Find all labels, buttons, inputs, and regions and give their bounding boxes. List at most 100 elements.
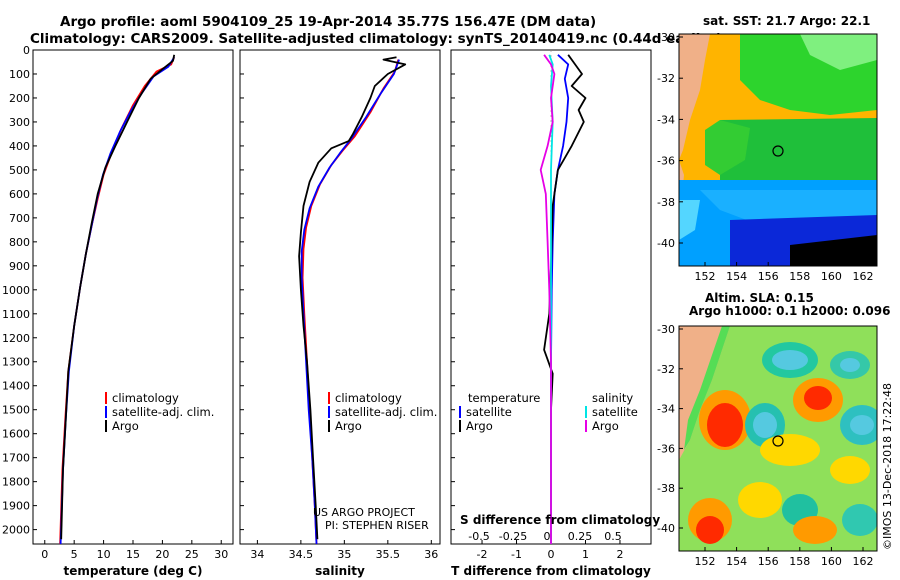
figure-title-line1: Argo profile: aoml 5904109_25 19-Apr-201… — [60, 14, 596, 30]
legend-argo-label: Argo — [112, 419, 139, 433]
sla-map-title1: Altim. SLA: 0.15 — [705, 291, 814, 305]
legend-salinity-heading: salinity — [592, 391, 633, 405]
series-salinity-argo — [539, 54, 556, 544]
map-x-tick-label: 158 — [789, 555, 810, 568]
legend-climatology-label: climatology — [112, 391, 179, 405]
y-tick-label: 2000 — [2, 524, 30, 537]
x-tick-label: 1 — [582, 548, 589, 561]
difference-xlabel: T difference from climatology — [451, 564, 651, 578]
s-tick-label: 0 — [544, 530, 551, 543]
legend-climatology-swatch — [328, 392, 330, 404]
y-tick-label: 900 — [9, 260, 30, 273]
legend-temperature-heading: temperature — [468, 391, 540, 405]
y-tick-label: 700 — [9, 212, 30, 225]
x-tick-label: 15 — [126, 548, 140, 561]
sla-map-axes: 152 154 156 158 160 162 -30 -32 -34 -36 -38 -40 — [657, 323, 873, 568]
x-tick-label: 30 — [214, 548, 228, 561]
y-tick-label: 200 — [9, 92, 30, 105]
x-tick-label: 10 — [97, 548, 111, 561]
map-x-tick-label: 156 — [758, 270, 779, 283]
y-tick-label: 300 — [9, 116, 30, 129]
y-tick-label: 800 — [9, 236, 30, 249]
series-climatology — [301, 59, 400, 545]
s-difference-label: S difference from climatology — [460, 513, 660, 527]
map-x-tick-label: 162 — [853, 555, 874, 568]
map-y-tick-label: -36 — [657, 442, 675, 455]
map-x-tick-label: 152 — [695, 270, 716, 283]
x-tick-label: 0 — [548, 548, 555, 561]
map-y-tick-label: -38 — [657, 482, 675, 495]
series-temperature-argo — [543, 54, 587, 544]
y-tick-label: 400 — [9, 140, 30, 153]
x-tick-label: 25 — [185, 548, 199, 561]
y-tick-label: 1000 — [2, 284, 30, 297]
map-y-tick-label: -40 — [657, 237, 675, 250]
map-y-tick-label: -32 — [657, 72, 675, 85]
legend-satellite-label: satellite-adj. clim. — [335, 405, 437, 419]
imos-credit: ©IMOS 13-Dec-2018 17:22:48 — [881, 383, 894, 550]
legend-temp-satellite-swatch — [459, 406, 461, 418]
x-tick-label: 20 — [155, 548, 169, 561]
series-argo — [60, 54, 176, 540]
map-x-tick-label: 160 — [821, 270, 842, 283]
salinity-panel: 34 34.5 35 35.5 36 salinity — [239, 49, 441, 578]
y-tick-label: 1600 — [2, 428, 30, 441]
legend-sal-argo-label: Argo — [592, 419, 619, 433]
float-location-marker — [772, 435, 784, 447]
sst-map — [678, 33, 878, 267]
y-tick-label: 1700 — [2, 452, 30, 465]
temperature-panel: 0100200300400500600700800900100011001200… — [2, 44, 234, 578]
x-tick-label: -2 — [477, 548, 488, 561]
difference-panel: -2 -1 0 1 2 T difference from climatology — [450, 49, 652, 578]
sla-map-title2: Argo h1000: 0.1 h2000: 0.096 — [689, 304, 890, 318]
map-y-tick-label: -30 — [657, 31, 675, 44]
map-x-tick-label: 156 — [758, 555, 779, 568]
legend-climatology-label: climatology — [335, 391, 402, 405]
map-x-tick-label: 162 — [853, 270, 874, 283]
y-tick-label: 1900 — [2, 500, 30, 513]
y-tick-label: 1800 — [2, 476, 30, 489]
map-y-tick-label: -34 — [657, 403, 675, 416]
legend-climatology-swatch — [105, 392, 107, 404]
y-tick-label: 500 — [9, 164, 30, 177]
map-y-tick-label: -34 — [657, 113, 675, 126]
series-argo — [298, 56, 407, 540]
pi-credit: PI: STEPHEN RISER — [325, 519, 429, 532]
map-x-tick-label: 154 — [726, 555, 747, 568]
legend-temp-satellite-label: satellite — [466, 405, 512, 419]
series-temperature-satellite — [550, 54, 570, 544]
y-tick-label: 600 — [9, 188, 30, 201]
legend-temp-argo-label: Argo — [466, 419, 493, 433]
y-tick-label: 1500 — [2, 404, 30, 417]
map-x-tick-label: 152 — [695, 555, 716, 568]
y-tick-label: 100 — [9, 68, 30, 81]
x-tick-label: 34 — [250, 548, 264, 561]
legend-argo-swatch — [105, 420, 107, 432]
difference-legend: temperature satellite Argo salinity sate… — [459, 391, 638, 433]
map-y-tick-label: -32 — [657, 363, 675, 376]
map-y-tick-label: -30 — [657, 323, 675, 336]
map-x-tick-label: 160 — [821, 555, 842, 568]
s-difference-ticks: -0.5 -0.25 0 0.25 0.5 — [468, 530, 621, 543]
x-tick-label: 5 — [71, 548, 78, 561]
y-tick-label: 1300 — [2, 356, 30, 369]
map-y-tick-label: -36 — [657, 155, 675, 168]
map-y-tick-label: -40 — [657, 522, 675, 535]
x-tick-label: 35 — [337, 548, 351, 561]
legend-sal-argo-swatch — [585, 420, 587, 432]
figure-title-line2: Climatology: CARS2009. Satellite-adjuste… — [30, 31, 722, 47]
salinity-axes-frame — [239, 49, 441, 545]
legend-temp-argo-swatch — [459, 420, 461, 432]
x-tick-label: 35.5 — [376, 548, 401, 561]
salinity-xlabel: salinity — [315, 564, 365, 578]
temperature-legend: climatology satellite-adj. clim. Argo — [105, 391, 214, 433]
legend-satellite-label: satellite-adj. clim. — [112, 405, 214, 419]
s-tick-label: 0.25 — [568, 530, 593, 543]
salinity-legend: climatology satellite-adj. clim. Argo — [328, 391, 437, 433]
legend-argo-label: Argo — [335, 419, 362, 433]
y-tick-label: 1200 — [2, 332, 30, 345]
y-tick-label: 0 — [23, 44, 30, 57]
legend-satellite-swatch — [328, 406, 330, 418]
project-credit: US ARGO PROJECT — [313, 506, 415, 519]
map-x-tick-label: 154 — [726, 270, 747, 283]
